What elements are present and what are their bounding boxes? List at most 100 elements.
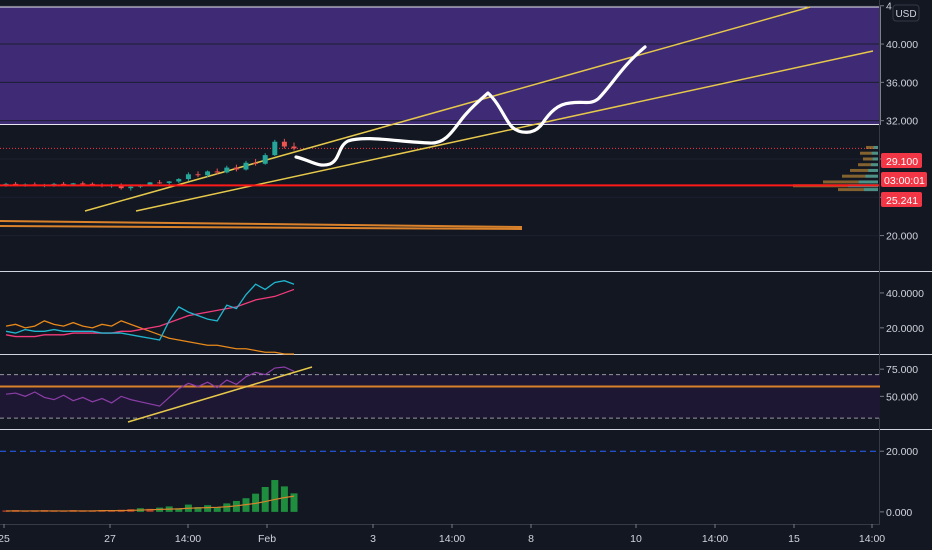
indicator-1-axis[interactable]: 40.0000 20.0000	[880, 288, 924, 335]
orange-horizontal-lines[interactable]	[0, 220, 523, 230]
indicator-2-levels	[0, 374, 880, 419]
volume-profile-bar-buy	[864, 188, 878, 192]
time-axis-tick-label: 27	[104, 533, 116, 545]
indicator-pane-2[interactable]: 75.000 50.000	[0, 364, 918, 423]
price-axis-tick-label: 32.000	[886, 116, 918, 128]
channel-lower-line[interactable]	[135, 50, 874, 212]
histogram-bar	[194, 507, 202, 512]
candle-body	[253, 162, 259, 164]
candle-body	[291, 146, 297, 149]
indicator-pane-3[interactable]: 20.000 0.000	[0, 446, 918, 519]
volume-profile-bar-buy	[871, 163, 878, 167]
indicator-1-tick-label: 20.0000	[886, 323, 924, 335]
candle-body	[118, 185, 124, 189]
currency-label: USD	[895, 9, 916, 20]
time-axis-tick-label: 14:00	[175, 533, 201, 545]
countdown-value: 03:00:01	[884, 175, 925, 187]
projected-path-drawing[interactable]	[294, 45, 647, 167]
time-axis-tick-label: 3	[370, 533, 376, 545]
time-axis-tick-label: 14:00	[859, 533, 885, 545]
candle-body	[214, 171, 220, 173]
support-price-value: 25.241	[886, 195, 918, 207]
candle-body	[243, 162, 249, 170]
candle-body	[205, 171, 211, 176]
indicator-2-tick-label: 50.000	[886, 391, 918, 403]
candle-body	[13, 183, 19, 185]
indicator-2-series	[5, 366, 295, 407]
indicator-2-tick-label: 75.000	[886, 364, 918, 376]
indicator-3-axis[interactable]: 20.000 0.000	[880, 446, 918, 519]
candle-body	[147, 182, 153, 185]
last-price-badge: 29.100	[881, 153, 922, 168]
time-axis[interactable]: 25 27 14:00 Feb 3 14:00 8 10 14:00 15 14:00	[0, 524, 885, 545]
price-axis-tick-label: 20.000	[886, 231, 918, 243]
orange-line-1[interactable]	[0, 220, 523, 228]
candle-body	[70, 183, 76, 185]
histogram-bar	[108, 510, 116, 512]
volume-profile-bar	[838, 188, 878, 192]
volume-profile-bar	[863, 157, 878, 161]
candle-body	[185, 174, 191, 180]
indicator-2-line	[5, 366, 295, 407]
volume-profile-bar-buy	[871, 151, 878, 155]
volume-profile-bar	[823, 180, 878, 184]
indicator-2-trendline[interactable]	[127, 366, 313, 423]
candle-body	[166, 181, 172, 183]
time-axis-tick-label: 10	[630, 533, 642, 545]
price-axis-tick-label: 4	[886, 1, 892, 13]
indicator-1-tick-label: 40.0000	[886, 288, 924, 300]
candle-body	[224, 167, 230, 173]
rising-channel[interactable]	[84, 6, 874, 212]
candle-body	[128, 186, 134, 189]
histogram-bar	[271, 480, 279, 512]
histogram-bar	[175, 508, 183, 512]
candle-body	[61, 183, 67, 185]
last-price-value: 29.100	[886, 156, 918, 168]
orange-line-2[interactable]	[0, 225, 523, 230]
candle-body	[157, 182, 163, 184]
volume-profile-bar	[866, 145, 878, 149]
volume-profile-bar-buy	[872, 157, 878, 161]
time-axis-tick-label: 25	[0, 533, 10, 545]
histogram-bar	[204, 505, 212, 512]
candle-body	[80, 183, 86, 185]
indicator-1-series	[5, 280, 295, 355]
volume-profile-bar-buy	[865, 174, 878, 178]
volume-profile-bar-buy	[868, 168, 878, 172]
histogram-bar	[223, 503, 231, 512]
indicator-3-tick-label: 0.000	[886, 507, 912, 519]
price-grid	[0, 5, 880, 237]
indicator-3-signal-line	[6, 495, 295, 512]
currency-badge[interactable]: USD	[892, 4, 920, 22]
candle-body	[272, 141, 278, 156]
candle-body	[233, 167, 239, 170]
indicator-1-line	[5, 288, 295, 338]
volume-profile-bar	[860, 151, 878, 155]
histogram-bar	[213, 507, 221, 512]
countdown-badge: 03:00:01	[881, 172, 927, 187]
indicator-pane-1[interactable]: 40.0000 20.0000	[5, 280, 924, 355]
time-axis-tick-label: 14:00	[439, 533, 465, 545]
volume-profile-bar	[858, 163, 878, 167]
indicator-2-axis[interactable]: 75.000 50.000	[880, 364, 918, 403]
candle-body	[51, 183, 57, 185]
time-axis-tick-label: 8	[528, 533, 534, 545]
volume-profile-bar	[850, 168, 878, 172]
indicator-3-tick-label: 20.000	[886, 446, 918, 458]
indicator-1-line	[5, 320, 294, 355]
price-axis-tick-label: 36.000	[886, 77, 918, 89]
support-price-badge: 25.241	[881, 192, 922, 207]
channel-upper-line[interactable]	[84, 6, 811, 212]
candle-body	[262, 155, 268, 164]
volume-profile-bar-buy	[858, 180, 878, 184]
volume-profile-bar-buy	[873, 145, 878, 149]
time-axis-tick-label: 15	[788, 533, 800, 545]
histogram-bar	[232, 500, 240, 512]
resistance-zone[interactable]	[0, 6, 881, 125]
candle-body	[281, 141, 287, 147]
candle-body	[3, 183, 9, 185]
histogram-bar	[280, 486, 288, 512]
histogram-bar	[290, 493, 298, 512]
